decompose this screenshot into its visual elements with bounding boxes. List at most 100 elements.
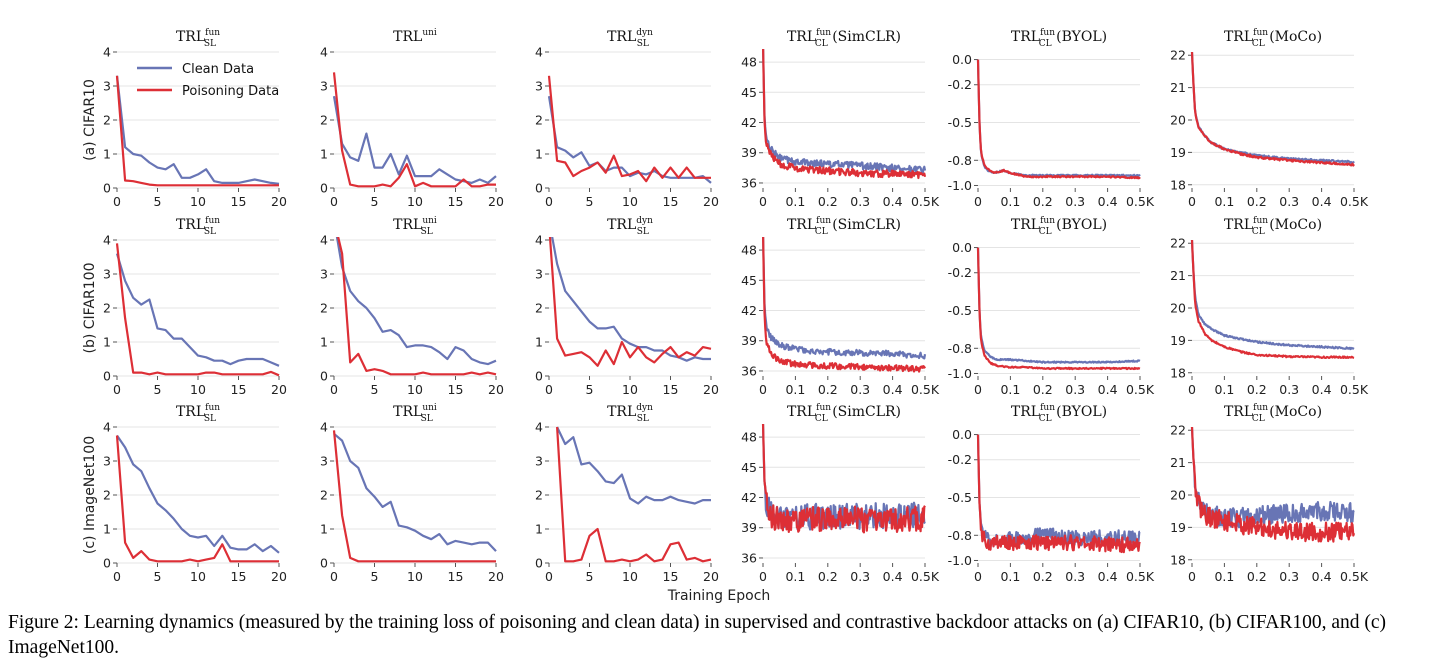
x-tick-label: 0.1 <box>1214 194 1234 209</box>
legend-clean-label: Clean Data <box>182 62 254 77</box>
y-tick-label: 3 <box>535 79 543 94</box>
title-subscript: CL <box>1252 414 1265 424</box>
series-poison-line <box>976 247 1141 371</box>
subplot-r1-c1: 0 1 2 3 4 0 5 10 15 20 TRLuni SL <box>320 216 504 397</box>
x-tick-label: 10 <box>407 194 423 209</box>
x-tick-label: 0 <box>545 194 553 209</box>
x-tick-label: 0 <box>759 382 767 397</box>
x-tick-label: 0.5K <box>1126 569 1155 584</box>
x-tick-label: 5 <box>586 194 594 209</box>
y-tick-label: 3 <box>103 79 111 94</box>
y-tick-label: 2 <box>320 113 328 128</box>
title-subscript: CL <box>1252 39 1265 49</box>
y-tick-label: 1 <box>535 335 543 350</box>
title-base: TRL <box>393 404 422 420</box>
x-tick-label: 0.5K <box>1340 569 1369 584</box>
title-superscript: fun <box>1040 216 1055 226</box>
y-tick-label: 48 <box>741 243 757 258</box>
row-label-2: (c) ImageNet100 <box>82 436 98 554</box>
y-tick-label: 39 <box>741 520 757 535</box>
title-base: TRL <box>787 404 816 420</box>
x-tick-label: 0.3 <box>1065 382 1085 397</box>
series-clean-line <box>556 426 711 505</box>
subplot-title: TRLfun SL <box>176 403 220 424</box>
title-suffix: (BYOL) <box>1052 217 1107 233</box>
subplot-r0-c5: 18 19 20 21 22 0 0.1 0.2 0.3 0.4 0.5K TRLfun CL (MoC… <box>1170 28 1369 209</box>
subplot-title: TRLfun CL (BYOL) <box>1011 403 1107 424</box>
y-tick-label: 0 <box>320 181 328 196</box>
x-tick-label: 0 <box>974 194 982 209</box>
y-tick-label: 3 <box>535 454 543 469</box>
y-tick-label: 22 <box>1170 423 1186 438</box>
x-tick-label: 0.1 <box>785 382 805 397</box>
x-tick-label: 15 <box>663 382 679 397</box>
x-tick-label: 0.5K <box>1340 194 1369 209</box>
series-poison-line <box>976 434 1141 554</box>
subplot-r2-c4: -1.0 -0.8 -0.5 -0.2 0.0 0 0.1 0.2 0.3 0.4 0.5K TRLf… <box>948 403 1155 584</box>
y-tick-label: 42 <box>741 303 757 318</box>
series-clean-line <box>976 247 1141 364</box>
y-tick-label: -1.0 <box>948 178 972 193</box>
subplot-title: TRLdyn SL <box>607 28 653 49</box>
x-tick-label: 0 <box>545 382 553 397</box>
series-clean-line <box>976 59 1141 178</box>
subplot-r0-c4: -1.0 -0.8 -0.5 -0.2 0.0 0 0.1 0.2 0.3 0.4 0.5K TRLf… <box>948 28 1155 209</box>
x-tick-label: 0.3 <box>1279 569 1299 584</box>
y-tick-label: -0.2 <box>948 265 972 280</box>
y-tick-label: 0 <box>103 369 111 384</box>
title-superscript: fun <box>1040 403 1055 413</box>
x-tick-label: 0.2 <box>1033 194 1053 209</box>
x-tick-label: 0 <box>759 569 767 584</box>
y-tick-label: 3 <box>103 267 111 282</box>
y-tick-label: 0 <box>535 369 543 384</box>
x-tick-label: 5 <box>154 382 162 397</box>
y-tick-label: 3 <box>320 79 328 94</box>
title-superscript: uni <box>422 28 437 38</box>
x-tick-label: 0.2 <box>1247 382 1267 397</box>
subplot-title: TRLfun CL (BYOL) <box>1011 216 1107 237</box>
series-poison-line <box>556 426 712 563</box>
y-tick-label: 3 <box>320 267 328 282</box>
y-tick-label: 1 <box>535 522 543 537</box>
title-base: TRL <box>1224 217 1253 233</box>
subplot-r1-c0: 0 1 2 3 4 0 5 10 15 20 TRLfun SL <box>103 216 287 397</box>
x-tick-label: 0.2 <box>818 382 838 397</box>
series-poison-line <box>115 243 280 377</box>
title-superscript: uni <box>422 216 437 226</box>
x-tick-label: 0.4 <box>1098 382 1118 397</box>
y-tick-label: 1 <box>320 335 328 350</box>
title-superscript: fun <box>816 28 831 38</box>
series-poison-line <box>337 237 497 376</box>
series-poison-line <box>1190 51 1355 167</box>
title-base: TRL <box>787 29 816 45</box>
y-tick-label: 3 <box>535 267 543 282</box>
x-tick-label: 0 <box>1188 194 1196 209</box>
title-superscript: dyn <box>636 216 653 226</box>
x-tick-label: 5 <box>371 382 379 397</box>
series-clean-line <box>115 253 280 367</box>
subplot-r1-c3: 36 39 42 45 48 0 0.1 0.2 0.3 0.4 0.5K TRLfun CL (Sim… <box>741 216 940 397</box>
x-tick-label: 20 <box>488 569 504 584</box>
y-tick-label: 2 <box>320 301 328 316</box>
x-tick-label: 20 <box>488 382 504 397</box>
series-poison-line <box>976 59 1141 180</box>
x-tick-label: 0 <box>330 382 338 397</box>
title-base: TRL <box>607 404 636 420</box>
title-superscript: fun <box>816 216 831 226</box>
series-poison-line <box>762 237 926 373</box>
x-tick-label: 5 <box>371 194 379 209</box>
y-tick-label: 19 <box>1170 333 1186 348</box>
row-label-0: (a) CIFAR10 <box>82 79 98 161</box>
series-clean-line <box>551 237 711 362</box>
x-tick-label: 15 <box>231 569 247 584</box>
subplot-title: TRLdyn SL <box>607 216 653 237</box>
title-superscript: fun <box>1253 403 1268 413</box>
y-tick-label: 18 <box>1170 177 1186 192</box>
x-tick-label: 0 <box>113 569 121 584</box>
x-tick-label: 20 <box>703 194 719 209</box>
series-clean-line <box>976 434 1141 548</box>
title-superscript: fun <box>1040 28 1055 38</box>
x-tick-label: 10 <box>190 569 206 584</box>
x-tick-label: 20 <box>703 569 719 584</box>
